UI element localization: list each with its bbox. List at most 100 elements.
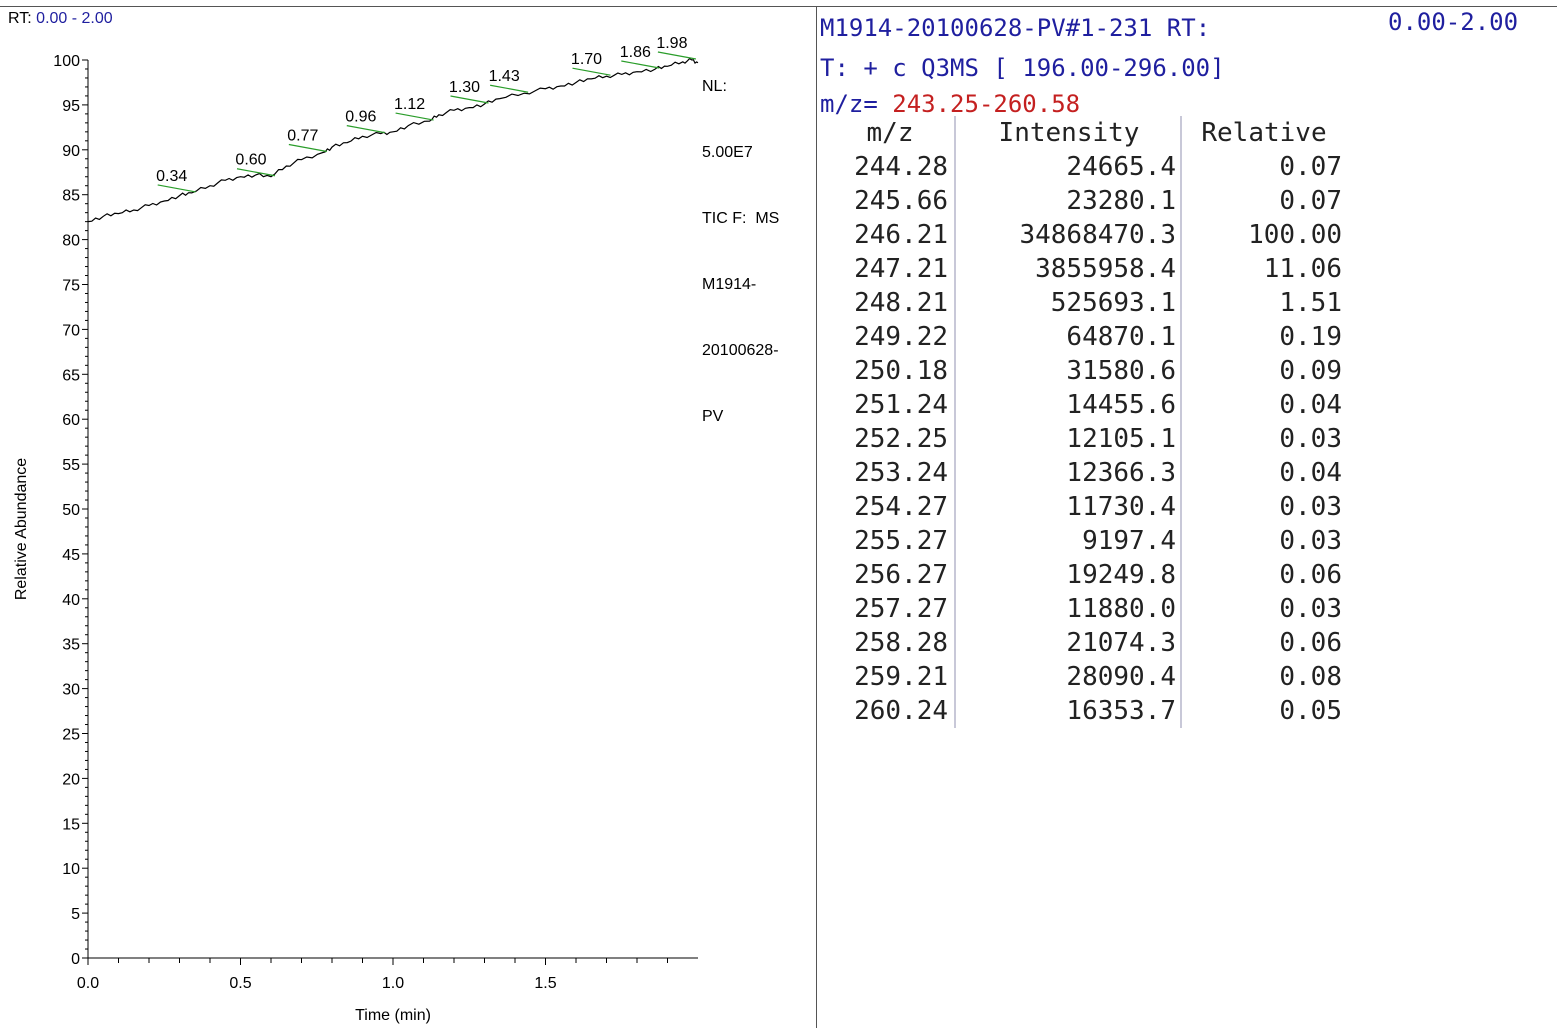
file-name-line-2: 20100628- xyxy=(702,342,779,359)
table-cell-mz: 255.27 xyxy=(854,526,948,556)
mz-column: m/z 244.28 245.66 246.21 247.21 248.21 249.22… xyxy=(826,116,954,728)
y-tick-label: 0 xyxy=(71,951,80,968)
table-cell-relative: 0.03 xyxy=(1279,492,1342,522)
spectrum-title-line: M1914-20100628-PV#1-231 RT: xyxy=(820,14,1210,42)
peak-label-leader xyxy=(288,143,327,153)
table-cell-mz: 245.66 xyxy=(854,186,948,216)
table-cell-relative: 0.19 xyxy=(1279,322,1342,352)
file-name-line-3: PV xyxy=(702,408,724,425)
intensity-column: Intensity 24665.4 23280.1 34868470.3 385595… xyxy=(958,116,1180,728)
peak-label: 0.77 xyxy=(287,127,318,144)
mz-range-value: 243.25-260.58 xyxy=(892,90,1081,118)
y-tick-label: 40 xyxy=(62,592,80,609)
peak-label-leader xyxy=(657,51,697,60)
table-cell-intensity: 12366.3 xyxy=(1066,458,1176,488)
y-tick-label: 15 xyxy=(62,816,80,833)
y-tick-label: 70 xyxy=(62,322,80,339)
table-cell-relative: 0.05 xyxy=(1279,696,1342,726)
table-cell-intensity: 19249.8 xyxy=(1066,560,1176,590)
y-tick-label: 90 xyxy=(62,143,80,160)
relative-column: Relative 0.07 0.07 100.00 11.06 1.51 0.19 0.09… xyxy=(1184,116,1344,728)
table-cell-mz: 256.27 xyxy=(854,560,948,590)
y-tick-label: 75 xyxy=(62,278,80,295)
table-cell-intensity: 24665.4 xyxy=(1066,152,1176,182)
y-tick-label: 25 xyxy=(62,727,80,744)
x-tick-label: 0.0 xyxy=(77,975,99,992)
table-cell-intensity: 31580.6 xyxy=(1066,356,1176,386)
table-cell-mz: 251.24 xyxy=(854,390,948,420)
nl-label: NL: xyxy=(702,78,727,95)
y-tick-label: 45 xyxy=(62,547,80,564)
y-tick-label: 65 xyxy=(62,367,80,384)
table-cell-relative: 0.03 xyxy=(1279,594,1342,624)
tic-filter: TIC F: MS xyxy=(702,210,780,227)
spectrum-rt-label: RT: xyxy=(1166,14,1211,42)
peak-label-leader xyxy=(450,95,489,104)
table-cell-intensity: 525693.1 xyxy=(1050,288,1176,318)
table-cell-mz: 250.18 xyxy=(854,356,948,386)
y-tick-label: 100 xyxy=(53,53,80,70)
rt-range-value: 0.00 - 2.00 xyxy=(36,10,113,27)
table-cell-mz: 258.28 xyxy=(854,628,948,658)
peak-label-leader xyxy=(346,125,385,134)
rt-range-label: RT: 0.00 - 2.00 xyxy=(8,10,113,28)
y-tick-label: 5 xyxy=(71,906,80,923)
table-cell-relative: 100.00 xyxy=(1248,220,1342,250)
table-cell-relative: 0.03 xyxy=(1279,424,1342,454)
chromatogram-chart[interactable]: 0 5 10 15 20 25 30 35 40 45 50 55 60 65 70 75 80 85 90 95 10… xyxy=(0,0,816,1028)
y-tick-label: 60 xyxy=(62,412,80,429)
table-cell-relative: 0.04 xyxy=(1279,458,1342,488)
peak-label: 0.60 xyxy=(235,152,266,169)
x-axis-title: Time (min) xyxy=(355,1007,431,1024)
table-cell-relative: 0.08 xyxy=(1279,662,1342,692)
peak-label: 0.96 xyxy=(345,109,376,126)
table-cell-mz: 257.27 xyxy=(854,594,948,624)
y-tick-label: 30 xyxy=(62,682,80,699)
spectrum-rt-value: 0.00-2.00 xyxy=(1388,8,1519,36)
peak-label: 1.30 xyxy=(449,79,480,96)
table-cell-intensity: 14455.6 xyxy=(1066,390,1176,420)
y-tick-label: 20 xyxy=(62,771,80,788)
table-cell-mz: 249.22 xyxy=(854,322,948,352)
top-border xyxy=(0,6,1557,7)
peak-label: 0.34 xyxy=(156,168,187,185)
table-cell-relative: 1.51 xyxy=(1279,288,1342,318)
table-cell-mz: 246.21 xyxy=(854,220,948,250)
y-tick-label: 55 xyxy=(62,457,80,474)
table-cell-relative: 0.09 xyxy=(1279,356,1342,386)
column-separator[interactable] xyxy=(1180,116,1182,728)
peak-label-leader xyxy=(236,168,276,177)
table-cell-relative: 0.07 xyxy=(1279,152,1342,182)
table-cell-mz: 252.25 xyxy=(854,424,948,454)
nl-value: 5.00E7 xyxy=(702,144,753,161)
mz-header[interactable]: m/z xyxy=(866,118,914,148)
spectrum-title: M1914-20100628-PV#1-231 xyxy=(820,14,1153,42)
table-cell-relative: 0.06 xyxy=(1279,560,1342,590)
table-cell-intensity: 16353.7 xyxy=(1066,696,1176,726)
table-cell-mz: 247.21 xyxy=(854,254,948,284)
intensity-header[interactable]: Intensity xyxy=(998,118,1140,148)
table-cell-intensity: 34868470.3 xyxy=(1019,220,1176,250)
rt-prefix: RT: xyxy=(8,10,32,27)
relative-header[interactable]: Relative xyxy=(1201,118,1327,148)
peak-label-leader xyxy=(572,67,611,76)
mz-prefix: m/z= xyxy=(820,90,878,118)
column-separator[interactable] xyxy=(954,116,956,728)
table-cell-intensity: 64870.1 xyxy=(1066,322,1176,352)
pane-divider xyxy=(816,6,817,1028)
peak-label: 1.70 xyxy=(571,51,602,68)
table-cell-intensity: 23280.1 xyxy=(1066,186,1176,216)
table-cell-intensity: 12105.1 xyxy=(1066,424,1176,454)
chromatogram-trace xyxy=(87,57,699,223)
table-cell-intensity: 9197.4 xyxy=(1082,526,1176,556)
y-tick-label: 50 xyxy=(62,502,80,519)
peak-label-leader xyxy=(621,60,660,69)
table-cell-mz: 260.24 xyxy=(854,696,948,726)
table-cell-mz: 244.28 xyxy=(854,152,948,182)
y-tick-label: 35 xyxy=(62,637,80,654)
table-cell-intensity: 21074.3 xyxy=(1066,628,1176,658)
peak-label: 1.98 xyxy=(656,35,687,52)
x-tick-label: 1.0 xyxy=(382,975,404,992)
table-cell-intensity: 11880.0 xyxy=(1066,594,1176,624)
table-cell-relative: 0.04 xyxy=(1279,390,1342,420)
